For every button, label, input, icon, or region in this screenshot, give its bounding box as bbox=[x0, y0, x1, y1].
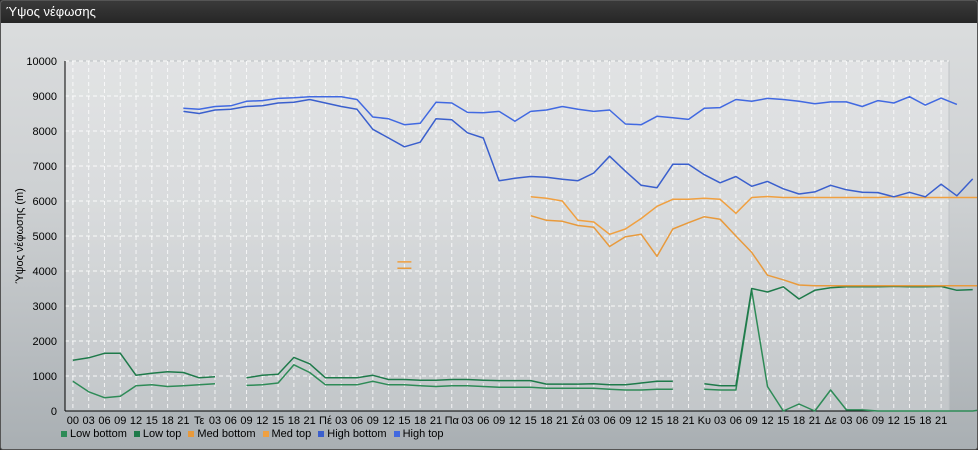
x-tick-label: 09 bbox=[872, 415, 884, 427]
x-tick-label: 00 bbox=[67, 415, 79, 427]
x-tick-label: 09 bbox=[493, 415, 505, 427]
y-tick-label: 7000 bbox=[33, 161, 57, 173]
x-tick-label: 03 bbox=[588, 415, 600, 427]
x-tick-label: 12 bbox=[888, 415, 900, 427]
x-tick-label: 18 bbox=[288, 415, 300, 427]
legend-label: High bottom bbox=[327, 428, 387, 440]
cloud-height-chart: 0 1000 2000 3000 4000 5000 6000 7000 8000 9000 100… bbox=[14, 56, 977, 427]
x-tick-label: 09 bbox=[367, 415, 379, 427]
legend-label: Med top bbox=[271, 428, 312, 440]
legend-swatch bbox=[133, 431, 140, 437]
x-tick-label: 06 bbox=[477, 415, 489, 427]
series-line-med-bottom bbox=[397, 214, 977, 287]
x-tick-label: 15 bbox=[525, 415, 537, 427]
x-tick-label: 18 bbox=[161, 415, 173, 427]
legend-item: Low bottom bbox=[61, 428, 127, 440]
x-tick-label: Πα bbox=[445, 415, 460, 427]
legend-label: Low bottom bbox=[70, 428, 127, 440]
legend-swatch bbox=[188, 431, 195, 437]
x-tick-label: 03 bbox=[840, 415, 852, 427]
y-tick-label: 5000 bbox=[33, 231, 57, 243]
x-tick-label: 06 bbox=[351, 415, 363, 427]
x-tick-label: 09 bbox=[619, 415, 631, 427]
x-tick-label: Κυ bbox=[698, 415, 711, 427]
legend-item: Med bottom bbox=[188, 428, 256, 440]
y-tick-label: 4000 bbox=[33, 266, 57, 278]
y-tick-label: 1000 bbox=[33, 371, 57, 383]
y-tick-label: 0 bbox=[51, 406, 57, 418]
x-tick-label: 03 bbox=[714, 415, 726, 427]
x-tick-label: 12 bbox=[130, 415, 142, 427]
x-tick-label: 15 bbox=[272, 415, 284, 427]
x-tick-label: 21 bbox=[809, 415, 821, 427]
x-tick-label: 15 bbox=[903, 415, 915, 427]
y-tick-label: 10000 bbox=[26, 56, 57, 68]
x-tick-label: 18 bbox=[793, 415, 805, 427]
x-tick-label: 18 bbox=[667, 415, 679, 427]
series-line-med-top bbox=[397, 195, 977, 263]
x-tick-label: 21 bbox=[430, 415, 442, 427]
legend-swatch bbox=[262, 431, 269, 437]
legend-swatch bbox=[318, 431, 325, 437]
x-tick-label: 03 bbox=[209, 415, 221, 427]
x-tick-label: 15 bbox=[146, 415, 158, 427]
x-tick-label: Δε bbox=[824, 415, 836, 427]
legend-swatch bbox=[393, 431, 400, 437]
series-line-low-top bbox=[72, 285, 973, 387]
x-tick-label: 03 bbox=[83, 415, 95, 427]
x-tick-label: 18 bbox=[540, 415, 552, 427]
y-tick-label: 8000 bbox=[33, 126, 57, 138]
x-tick-label: Πέ bbox=[319, 415, 332, 427]
x-tick-label: 21 bbox=[556, 415, 568, 427]
legend-label: Low top bbox=[142, 428, 182, 440]
legend-item: Low top bbox=[133, 428, 182, 440]
legend-label: High top bbox=[402, 428, 444, 440]
x-tick-label: 12 bbox=[509, 415, 521, 427]
legend-swatch bbox=[61, 431, 67, 437]
x-tick-label: 21 bbox=[177, 415, 189, 427]
window-title: Ύψος νέφωσης bbox=[1, 1, 977, 23]
legend-item: High bottom bbox=[318, 428, 387, 440]
y-tick-label: 2000 bbox=[33, 336, 57, 348]
x-tick-label: 09 bbox=[114, 415, 126, 427]
x-tick-label: 06 bbox=[856, 415, 868, 427]
x-tick-label: 12 bbox=[256, 415, 268, 427]
x-tick-label: 15 bbox=[777, 415, 789, 427]
x-tick-label: 03 bbox=[461, 415, 473, 427]
x-tick-label: Τε bbox=[194, 415, 205, 427]
x-tick-label: 12 bbox=[635, 415, 647, 427]
x-tick-label: 12 bbox=[382, 415, 394, 427]
series-line-high-bottom bbox=[183, 98, 974, 198]
x-tick-label: 09 bbox=[746, 415, 758, 427]
x-tick-label: 09 bbox=[240, 415, 252, 427]
x-tick-label: 06 bbox=[730, 415, 742, 427]
y-tick-label: 3000 bbox=[33, 301, 57, 313]
x-tick-label: 06 bbox=[98, 415, 110, 427]
y-tick-label: 6000 bbox=[33, 196, 57, 208]
legend-label: Med bottom bbox=[197, 428, 256, 440]
x-tick-label: 06 bbox=[225, 415, 237, 427]
x-tick-label: 15 bbox=[398, 415, 410, 427]
y-axis-label: Ύψος νέφωσης (m) bbox=[14, 188, 26, 284]
x-tick-label: 06 bbox=[603, 415, 615, 427]
legend-item: Med top bbox=[262, 428, 312, 440]
series-line-high-top bbox=[183, 95, 958, 126]
x-tick-label: 15 bbox=[651, 415, 663, 427]
x-tick-label: 21 bbox=[935, 415, 947, 427]
x-tick-label: 18 bbox=[414, 415, 426, 427]
x-tick-label: 03 bbox=[335, 415, 347, 427]
x-tick-label: 21 bbox=[682, 415, 694, 427]
x-tick-label: 21 bbox=[304, 415, 316, 427]
x-tick-label: 12 bbox=[761, 415, 773, 427]
x-tick-label: Σά bbox=[571, 415, 585, 427]
y-tick-label: 9000 bbox=[33, 91, 57, 103]
legend: Low bottom Low top Med bottom Med top High b… bbox=[61, 427, 451, 441]
legend-item: High top bbox=[393, 428, 444, 440]
x-tick-label: 18 bbox=[919, 415, 931, 427]
